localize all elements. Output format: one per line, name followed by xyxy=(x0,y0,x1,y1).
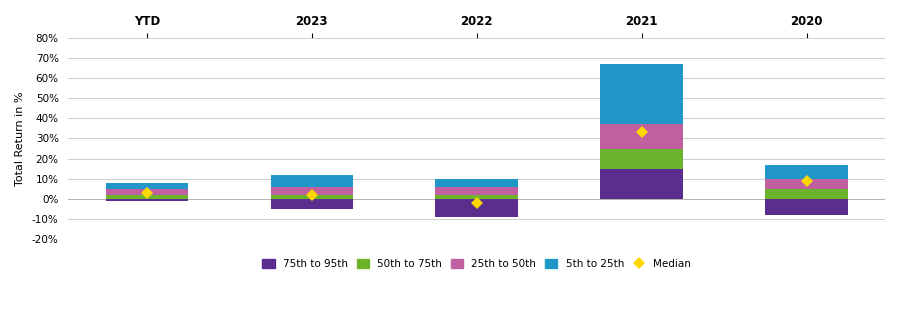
Bar xyxy=(600,149,683,169)
Bar xyxy=(271,187,353,195)
Bar xyxy=(600,169,683,199)
Bar xyxy=(436,187,518,195)
Bar xyxy=(765,189,848,199)
Legend: 75th to 95th, 50th to 75th, 25th to 50th, 5th to 25th, Median: 75th to 95th, 50th to 75th, 25th to 50th… xyxy=(257,254,697,274)
Y-axis label: Total Return in %: Total Return in % xyxy=(15,91,25,186)
Bar xyxy=(271,175,353,187)
Bar xyxy=(436,199,518,217)
Bar xyxy=(765,165,848,179)
Bar xyxy=(436,179,518,187)
Bar xyxy=(271,199,353,209)
Bar xyxy=(105,199,188,201)
Bar xyxy=(765,179,848,189)
Bar xyxy=(436,195,518,199)
Bar xyxy=(600,64,683,124)
Bar xyxy=(271,195,353,199)
Bar xyxy=(600,124,683,149)
Bar xyxy=(105,195,188,199)
Bar xyxy=(765,199,848,215)
Bar xyxy=(105,183,188,189)
Bar xyxy=(105,189,188,195)
